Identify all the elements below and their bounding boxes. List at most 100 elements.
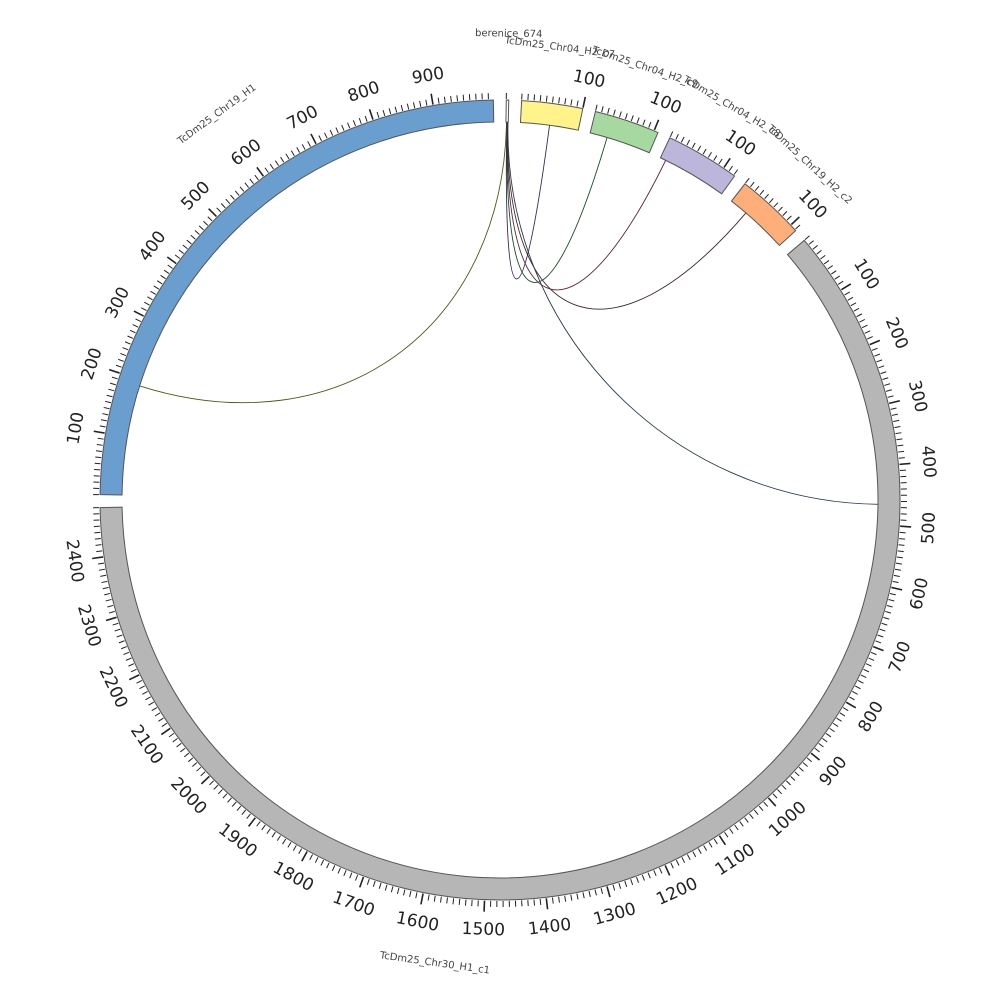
minor-tick xyxy=(450,95,452,103)
minor-tick xyxy=(861,324,868,329)
tick-label: 100 xyxy=(63,411,88,446)
minor-tick xyxy=(642,119,646,126)
minor-tick xyxy=(296,147,301,153)
minor-tick xyxy=(669,131,674,138)
minor-tick xyxy=(409,890,412,897)
minor-tick xyxy=(595,104,598,111)
minor-tick xyxy=(806,757,813,763)
minor-tick xyxy=(163,269,170,274)
major-tick xyxy=(430,93,434,105)
minor-tick xyxy=(343,870,347,877)
minor-tick xyxy=(203,220,209,226)
minor-tick xyxy=(812,245,818,250)
minor-tick xyxy=(335,127,339,134)
major-tick xyxy=(891,586,903,591)
minor-tick xyxy=(868,657,875,661)
minor-tick xyxy=(570,99,573,106)
minor-tick xyxy=(108,610,115,614)
minor-tick xyxy=(713,838,718,845)
minor-tick xyxy=(889,592,896,596)
major-tick xyxy=(160,727,171,736)
minor-tick xyxy=(884,383,891,386)
major-tick xyxy=(108,368,120,374)
tick-label: 700 xyxy=(885,638,915,676)
minor-tick xyxy=(836,717,842,722)
minor-tick xyxy=(697,848,702,855)
minor-tick xyxy=(99,568,106,571)
tick-label: 1500 xyxy=(461,919,505,941)
minor-tick xyxy=(641,874,645,881)
tick-label: 600 xyxy=(227,135,265,170)
minor-tick xyxy=(217,789,223,795)
minor-tick xyxy=(256,821,261,827)
minor-tick xyxy=(231,801,237,807)
minor-tick xyxy=(108,388,115,392)
minor-tick xyxy=(729,828,734,834)
minor-tick xyxy=(879,628,886,632)
minor-tick xyxy=(612,884,616,891)
minor-tick xyxy=(853,307,860,312)
minor-tick xyxy=(713,155,718,161)
minor-tick xyxy=(95,456,102,459)
minor-tick xyxy=(814,747,820,753)
minor-tick xyxy=(158,717,164,722)
minor-tick xyxy=(837,280,844,285)
minor-tick xyxy=(618,882,622,889)
minor-tick xyxy=(227,797,232,803)
minor-tick xyxy=(241,809,247,815)
minor-tick xyxy=(130,668,137,673)
major-tick xyxy=(200,775,210,785)
ideograms-layer xyxy=(99,99,901,901)
minor-tick xyxy=(96,550,103,553)
minor-tick xyxy=(124,341,131,345)
minor-tick xyxy=(194,230,200,235)
minor-tick xyxy=(785,780,791,786)
minor-tick xyxy=(318,135,322,142)
minor-tick xyxy=(139,685,145,690)
minor-tick xyxy=(619,111,622,118)
minor-tick xyxy=(795,224,801,230)
minor-tick xyxy=(437,97,440,104)
minor-tick xyxy=(708,842,713,848)
minor-tick xyxy=(225,198,231,204)
link-tcdm25-chr30-h1-c1 xyxy=(507,122,878,505)
minor-tick xyxy=(123,651,130,656)
minor-tick xyxy=(558,896,560,903)
minor-tick xyxy=(144,301,150,306)
minor-tick xyxy=(576,100,579,107)
minor-tick xyxy=(754,185,760,192)
minor-tick xyxy=(882,377,889,381)
minor-tick xyxy=(120,352,127,357)
minor-tick xyxy=(899,538,906,540)
minor-tick xyxy=(686,139,691,146)
minor-tick xyxy=(624,880,628,887)
minor-tick xyxy=(636,876,640,883)
minor-tick xyxy=(178,249,184,254)
minor-tick xyxy=(246,813,251,819)
minor-tick xyxy=(745,177,750,184)
minor-tick xyxy=(894,426,901,429)
minor-tick xyxy=(804,235,810,241)
minor-tick xyxy=(148,701,154,706)
minor-tick xyxy=(849,696,855,701)
minor-tick xyxy=(786,215,792,221)
minor-tick xyxy=(372,880,376,887)
minor-tick xyxy=(818,742,824,748)
minor-tick xyxy=(443,96,446,103)
minor-tick xyxy=(831,270,837,275)
minor-tick xyxy=(290,150,295,156)
minor-tick xyxy=(607,107,610,114)
minor-tick xyxy=(419,100,422,107)
minor-tick xyxy=(141,307,147,312)
ticks-layer: 1001001001001002003004005006007008009001… xyxy=(61,63,940,940)
minor-tick xyxy=(692,851,697,858)
minor-tick xyxy=(282,838,287,845)
minor-tick xyxy=(588,890,591,897)
major-tick xyxy=(790,216,800,226)
tick-label: 1600 xyxy=(394,908,440,936)
segment-label-tcdm25-chr19-h1: TcDm25_Chr19_H1 xyxy=(175,82,258,147)
link-tcdm25-chr04-h2-c8 xyxy=(506,122,667,291)
tick-label: 1900 xyxy=(214,820,260,862)
minor-tick xyxy=(863,668,870,673)
minor-tick xyxy=(287,841,292,848)
